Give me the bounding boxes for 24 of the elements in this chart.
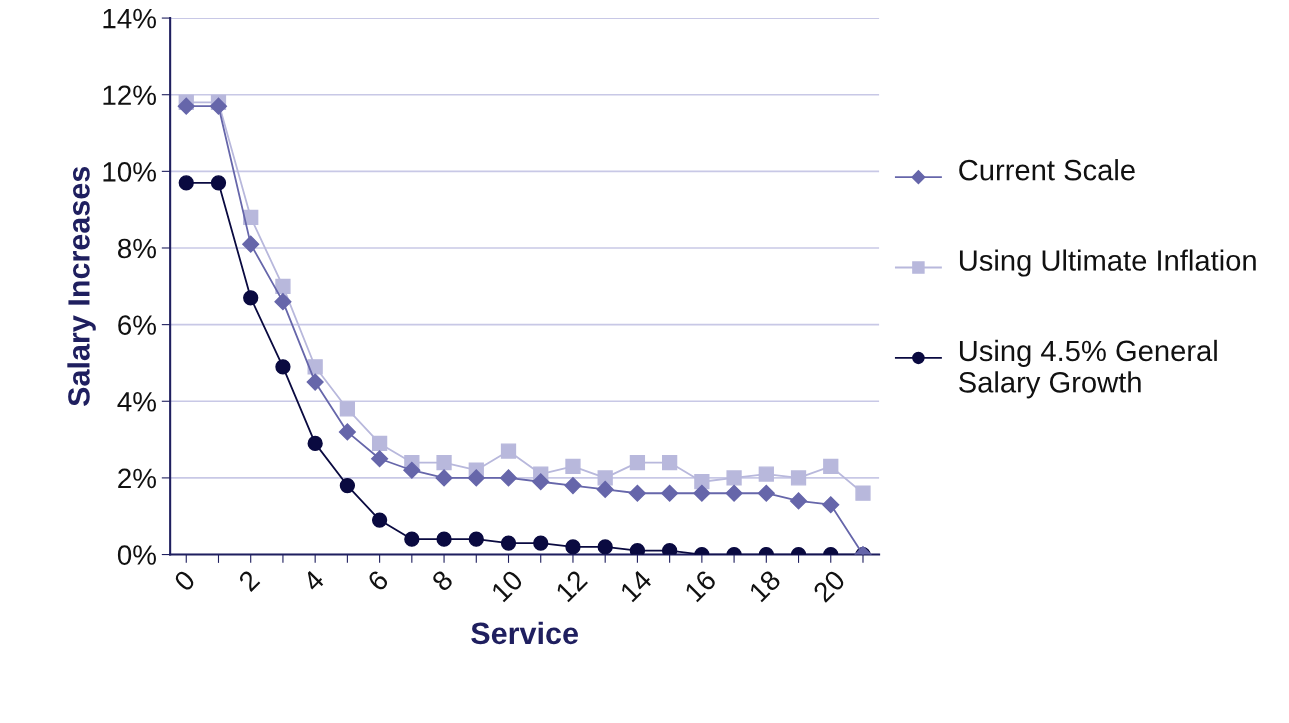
y-tick-label: 10% <box>103 162 156 182</box>
y-tick-label: 6% <box>118 315 156 335</box>
x-tick-label: 18 <box>748 569 782 603</box>
legend-label: Using 4.5% General Salary Growth <box>959 339 1217 399</box>
y-tick-label: 8% <box>118 238 156 259</box>
x-tick-label: 16 <box>683 569 718 603</box>
legend-label: Using Ultimate Inflation <box>959 249 1256 277</box>
x-tick-label: 14 <box>619 569 653 603</box>
y-tick-label: 12% <box>103 85 156 105</box>
x-tick-label: 4 <box>301 569 326 593</box>
x-tick-label: 10 <box>490 569 524 603</box>
y-tick-label: 14% <box>103 8 156 29</box>
x-tick-label: 8 <box>430 569 454 593</box>
x-tick-label: 6 <box>366 569 390 593</box>
x-axis-title: Service <box>471 621 578 645</box>
x-tick-label: 20 <box>812 569 847 604</box>
y-tick-label: 0% <box>117 545 156 565</box>
x-tick-label: 12 <box>554 569 588 603</box>
legend-label: Current Scale <box>959 159 1135 181</box>
y-tick-label: 4% <box>117 392 156 412</box>
x-tick-label: 0 <box>172 569 197 593</box>
x-tick-label: 2 <box>237 569 261 592</box>
y-tick-label: 2% <box>118 468 156 489</box>
y-axis-title: Salary Increases <box>67 166 96 407</box>
